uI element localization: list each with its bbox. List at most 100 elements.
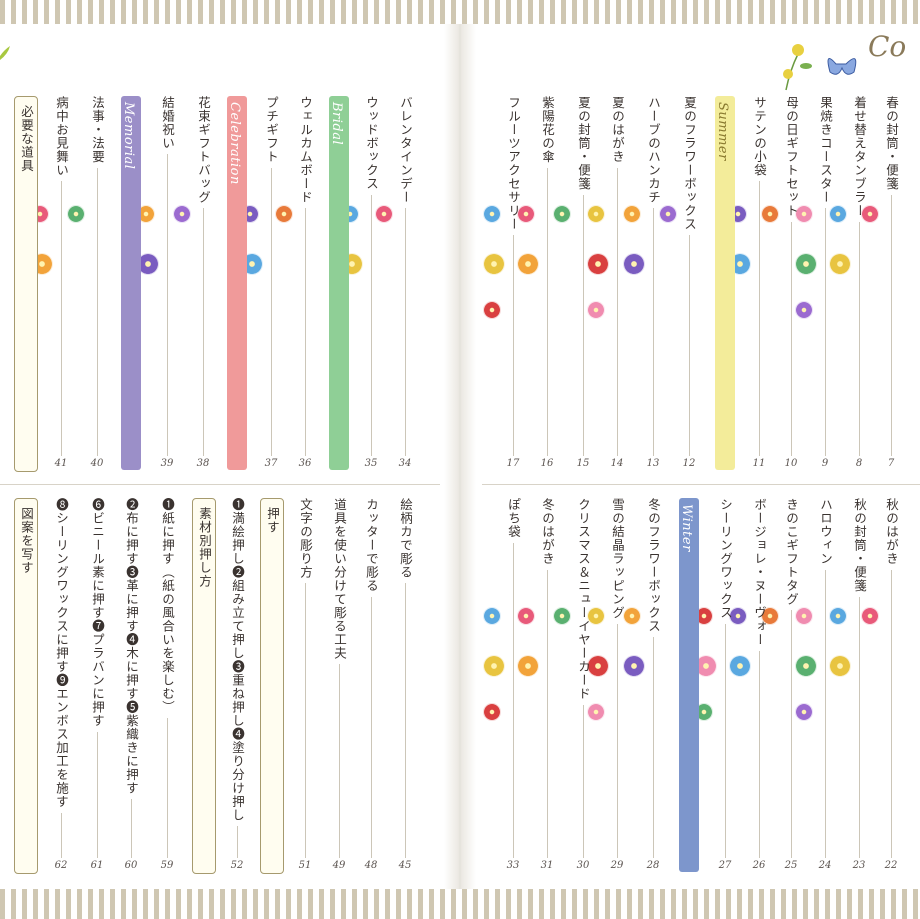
toc-entry-title: ウェルカムボード — [298, 96, 313, 204]
leader-line — [512, 235, 514, 456]
toc-entry-title: カッターで彫る — [364, 498, 379, 593]
toc-entry[interactable]: 母の日ギフトセット 10 — [778, 96, 804, 470]
section-box: 押す — [260, 498, 284, 874]
toc-entry[interactable]: 絵柄カで彫る 45 — [392, 498, 418, 872]
leader-line — [758, 650, 760, 858]
toc-entry-page-number: 13 — [646, 458, 660, 469]
toc-entry[interactable]: 道具を使い分けて彫る工夫 49 — [326, 498, 352, 872]
flower-stamp-icon — [796, 206, 812, 222]
toc-entry[interactable]: プチギフト 37 — [258, 96, 284, 470]
toc-entry[interactable]: 雪の結晶ラッピング 29 — [604, 498, 630, 872]
toc-entry-page-number: 38 — [196, 458, 210, 469]
toc-entry[interactable]: ボージョレ・ヌーヴォー 26 — [746, 498, 772, 872]
toc-entry[interactable]: 秋の封筒・便箋 23 — [846, 498, 872, 872]
flower-stamp-icon — [518, 608, 534, 624]
toc-entry-page-number: 33 — [506, 860, 520, 871]
toc-entry-page-number: 30 — [576, 860, 590, 871]
flower-stamp-icon — [830, 254, 850, 274]
flower-stamp-icon — [484, 302, 500, 318]
leader-line — [546, 167, 548, 456]
left-page — [0, 24, 444, 889]
flower-stamp-icon — [588, 704, 604, 720]
toc-entry[interactable]: 夏の封筒・便箋 15 — [570, 96, 596, 470]
flower-stamp-icon — [138, 254, 158, 274]
toc-entry[interactable]: 秋のはがき 22 — [878, 498, 904, 872]
toc-entry[interactable]: バレンタインデー 34 — [392, 96, 418, 470]
toc-entry[interactable]: クリスマス＆ニューイヤーカード 30 — [570, 498, 596, 872]
toc-entry-title: 夏のはがき — [610, 96, 625, 164]
book-gutter — [444, 24, 476, 889]
toc-entry-page-number: 16 — [540, 458, 554, 469]
toc-entry[interactable]: 夏のはがき 14 — [604, 96, 630, 470]
toc-entry[interactable]: サテンの小袋 11 — [746, 96, 772, 470]
toc-entry[interactable]: ハロウィン 24 — [812, 498, 838, 872]
leader-line — [304, 583, 306, 858]
toc-entry[interactable]: 病中お見舞い 41 — [48, 96, 74, 470]
leaf-icon — [0, 46, 10, 60]
flower-stamp-icon — [830, 608, 846, 624]
toc-entry[interactable]: きのこギフトタグ 25 — [778, 498, 804, 872]
toc-entry[interactable]: ぽち袋 33 — [500, 498, 526, 872]
toc-entry[interactable]: 花束ギフトバッグ 38 — [190, 96, 216, 470]
leader-line — [616, 623, 618, 858]
flower-stamp-icon — [376, 206, 392, 222]
flower-stamp-icon — [484, 608, 500, 624]
toc-entry[interactable]: 冬のはがき 31 — [534, 498, 560, 872]
section-band-label: Winter — [679, 504, 694, 552]
section-box-label: 素材別押し方 — [197, 507, 212, 588]
leader-line — [688, 235, 690, 456]
toc-entry-title: きのこギフトタグ — [784, 498, 799, 606]
toc-entry[interactable]: 果焼きコースター 9 — [812, 96, 838, 470]
toc-entry-page-number: 12 — [682, 458, 696, 469]
toc-entry[interactable]: ❶紙に押す（紙の風合いを楽しむ） 59 — [154, 498, 180, 872]
section-band-summer: Summer — [715, 96, 735, 470]
toc-entry-title: 冬のはがき — [540, 498, 555, 566]
toc-entry-page-number: 48 — [364, 860, 378, 871]
toc-entry[interactable]: 文字の彫り方 51 — [292, 498, 318, 872]
toc-entry-page-number: 35 — [364, 458, 378, 469]
flower-stamp-icon — [730, 254, 750, 274]
toc-entry[interactable]: ウッドボックス 35 — [358, 96, 384, 470]
toc-entry-title: ❶満絵押し❷組み立て押し❸重ね押し❹塗り分け押し — [230, 498, 245, 822]
toc-entry[interactable]: ❻ビニール素に押す❼プラバンに押す 61 — [84, 498, 110, 872]
toc-entry[interactable]: 結婚祝い 39 — [154, 96, 180, 470]
leader-line — [166, 718, 168, 858]
flower-stamp-icon — [484, 656, 504, 676]
flower-stamp-icon — [796, 302, 812, 318]
toc-entry-title: 冬のフラワーボックス — [646, 498, 661, 633]
toc-entry[interactable]: ハーブのハンカチ 13 — [640, 96, 666, 470]
toc-entry[interactable]: 着せ替えタンブラー 8 — [846, 96, 872, 470]
toc-entry[interactable]: ❽シーリングワックスに押す❾エンボス加工を施す 62 — [48, 498, 74, 872]
toc-entry[interactable]: カッターで彫る 48 — [358, 498, 384, 872]
bottom-stripe-border — [0, 889, 920, 919]
flower-stamp-icon — [830, 206, 846, 222]
toc-entry-page-number: 40 — [90, 458, 104, 469]
toc-entry[interactable]: フルーツアクセサリー 17 — [500, 96, 526, 470]
leader-line — [824, 208, 826, 456]
toc-entry[interactable]: シーリングワックス 27 — [712, 498, 738, 872]
toc-entry[interactable]: ウェルカムボード 36 — [292, 96, 318, 470]
toc-entry-page-number: 37 — [264, 458, 278, 469]
toc-entry[interactable]: ❷布に押す❸革に押す❹木に押す❺紫織きに押す 60 — [118, 498, 144, 872]
flower-stamp-icon — [730, 608, 746, 624]
section-band-label: Summer — [715, 102, 730, 161]
toc-entry-title: 果焼きコースター — [818, 96, 833, 204]
section-box-label: 必要な道具 — [19, 105, 34, 173]
section-box: 図案を写す — [14, 498, 38, 874]
toc-entry[interactable]: 春の封筒・便箋 7 — [878, 96, 904, 470]
section-band-bridal: Bridal — [329, 96, 349, 470]
toc-entry-page-number: 59 — [160, 860, 174, 871]
toc-entry-page-number: 22 — [884, 860, 898, 871]
leader-line — [616, 167, 618, 456]
toc-entry-title: ❻ビニール素に押す❼プラバンに押す — [90, 498, 105, 728]
flower-stamp-icon — [518, 254, 538, 274]
flower-stamp-icon — [276, 206, 292, 222]
toc-entry[interactable]: ❶満絵押し❷組み立て押し❸重ね押し❹塗り分け押し 52 — [224, 498, 250, 872]
toc-entry-title: 花束ギフトバッグ — [196, 96, 211, 204]
toc-entry[interactable]: 紫陽花の傘 16 — [534, 96, 560, 470]
toc-entry[interactable]: 夏のフラワーボックス 12 — [676, 96, 702, 470]
toc-entry[interactable]: 冬のフラワーボックス 28 — [640, 498, 666, 872]
toc-entry[interactable]: 法事・法要 40 — [84, 96, 110, 470]
toc-entry-page-number: 27 — [718, 860, 732, 871]
flower-stamp-icon — [624, 608, 640, 624]
